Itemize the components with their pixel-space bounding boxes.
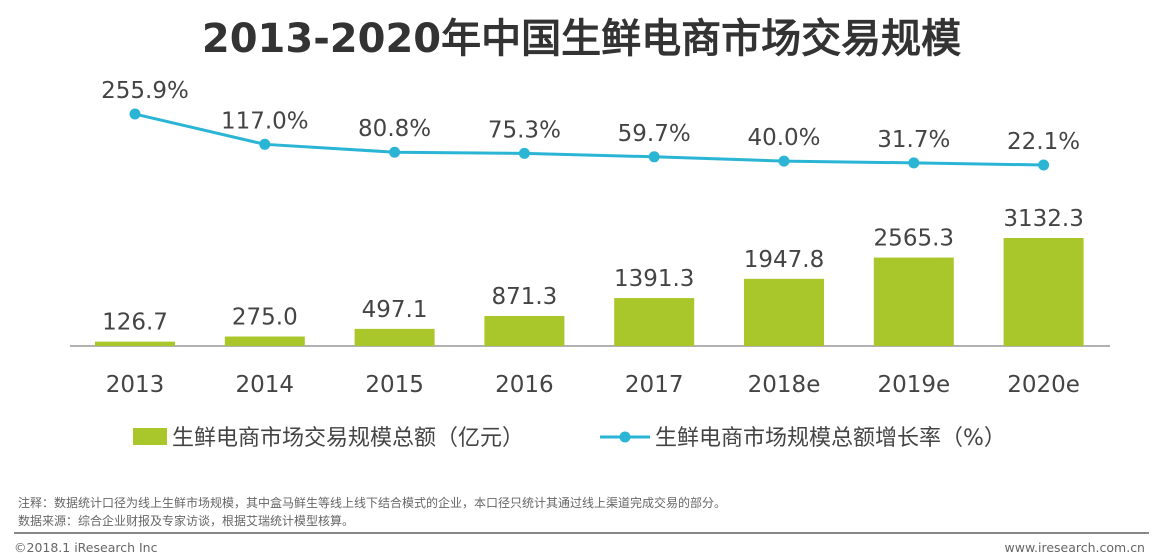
bar: [95, 341, 175, 346]
x-tick-label: 2016: [495, 372, 554, 398]
line-point: [1038, 159, 1050, 171]
line-label: 22.1%: [1007, 129, 1080, 155]
growth-line: [134, 112, 1044, 167]
legend-bar-swatch: [133, 428, 167, 445]
x-tick-label: 2014: [236, 372, 295, 398]
copyright: ©2018.1 iResearch Inc: [14, 540, 158, 555]
bar: [1003, 238, 1084, 346]
x-tick-label: 2013: [106, 372, 165, 398]
bar: [614, 298, 695, 346]
line-point: [518, 147, 530, 159]
legend-bar-label: 生鲜电商市场交易规模总额（亿元）: [172, 426, 524, 451]
bar-label: 2565.3: [874, 226, 954, 252]
bar: [354, 328, 435, 346]
chart-svg: 126.7 2013 275.0 2014 497.1 2015 871.3 2016 1391…: [70, 78, 1110, 451]
bar: [484, 315, 565, 346]
bar-label: 126.7: [102, 310, 168, 336]
note-text: 注释：数据统计口径为线上生鲜市场规模，其中盒马鲜生等线上线下结合模式的企业，本口…: [18, 496, 727, 510]
line-label: 40.0%: [747, 125, 820, 151]
chart-title: 2013-2020年中国生鲜电商市场交易规模: [201, 16, 962, 62]
source-text: 数据来源：综合企业财报及专家访谈，根据艾瑞统计模型核算。: [18, 514, 355, 528]
x-tick-label: 2015: [365, 372, 424, 398]
bar-label: 275.0: [232, 305, 298, 331]
bar-label: 3132.3: [1003, 206, 1083, 232]
line-point: [778, 155, 790, 167]
line-point: [908, 157, 920, 169]
line-label: 31.7%: [877, 127, 950, 153]
line-label: 80.8%: [358, 116, 431, 142]
x-tick-label: 2017: [625, 372, 684, 398]
legend-line-label: 生鲜电商市场规模总额增长率（%）: [655, 426, 1006, 451]
x-tick-label: 2020e: [1007, 372, 1080, 398]
line-point: [259, 138, 271, 150]
bar-label: 497.1: [362, 297, 428, 323]
line-point: [648, 151, 660, 163]
line-label: 255.9%: [101, 78, 189, 104]
website: www.iresearch.com.cn: [1004, 540, 1146, 555]
line-label: 117.0%: [221, 108, 309, 134]
line-point: [389, 146, 401, 158]
line-point: [129, 108, 141, 120]
bar: [873, 257, 954, 346]
bar-label: 871.3: [491, 284, 557, 310]
line-label: 75.3%: [488, 117, 561, 143]
line-label: 59.7%: [618, 121, 691, 147]
bar-label: 1947.8: [744, 247, 824, 273]
legend-line-marker: [619, 431, 631, 443]
bar-label: 1391.3: [614, 266, 694, 292]
bar: [224, 336, 305, 346]
x-tick-label: 2019e: [877, 372, 950, 398]
footer-divider: [14, 532, 1149, 534]
bar: [744, 278, 824, 346]
x-tick-label: 2018e: [748, 372, 821, 398]
